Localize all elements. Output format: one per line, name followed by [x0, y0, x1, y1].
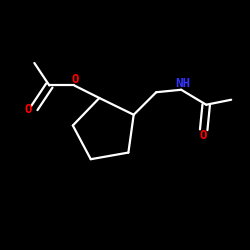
Text: NH: NH	[175, 77, 190, 90]
Text: O: O	[200, 130, 207, 142]
Text: O: O	[24, 103, 32, 116]
Text: O: O	[72, 73, 79, 86]
